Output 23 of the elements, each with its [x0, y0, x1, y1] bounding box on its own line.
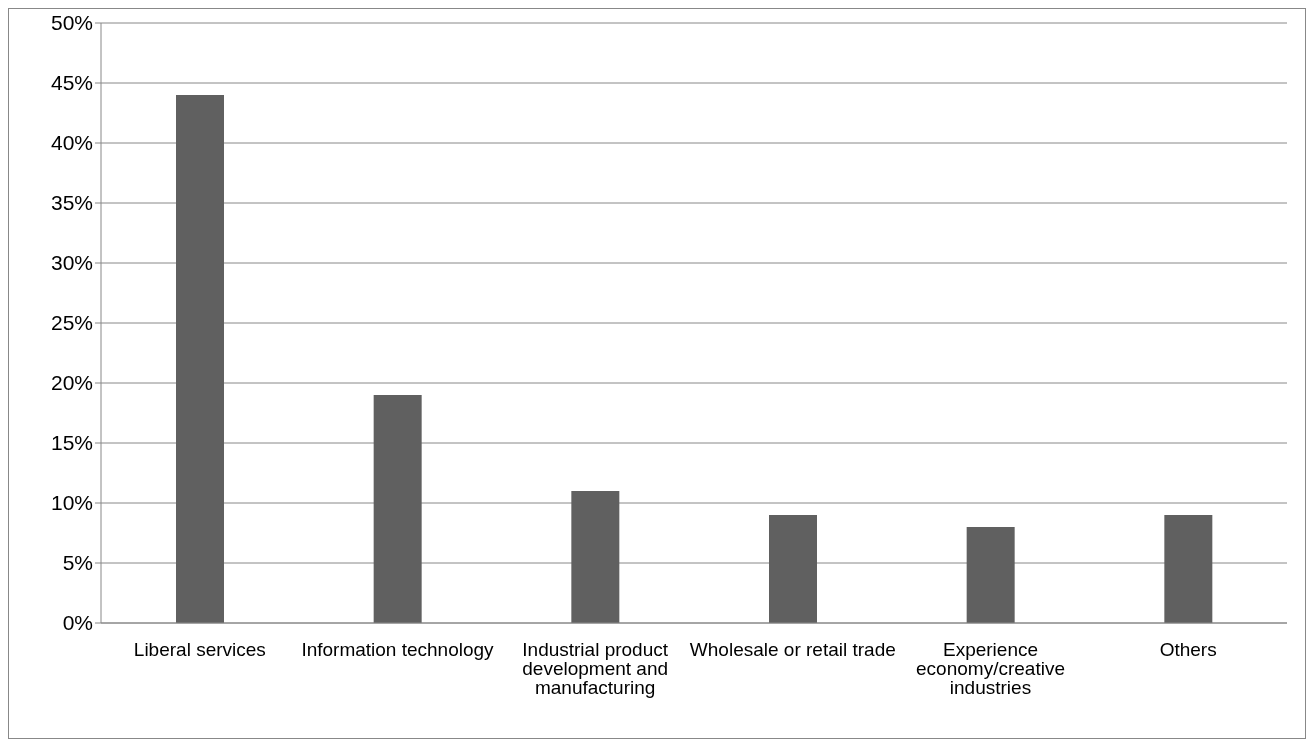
x-tick-label: Information technology	[301, 639, 495, 661]
y-tick-label: 10%	[50, 491, 93, 515]
y-tick-label: 5%	[62, 551, 93, 575]
y-tick-label: 15%	[50, 431, 93, 455]
bar	[966, 527, 1015, 623]
y-tick-label: 25%	[50, 311, 93, 335]
bar	[1164, 515, 1213, 623]
y-tick-label: 50%	[50, 11, 93, 35]
bar	[373, 395, 422, 623]
x-tick-label: Others	[1159, 639, 1217, 661]
y-tick-label: 40%	[50, 131, 93, 155]
y-tick-label: 0%	[62, 611, 93, 635]
x-tick-label: Liberal services	[133, 639, 266, 661]
y-tick-label: 35%	[50, 191, 93, 215]
bar	[176, 95, 224, 623]
x-tick-label: Industrial product development and manufacturing	[522, 639, 669, 699]
y-tick-label: 30%	[50, 251, 93, 275]
bar	[769, 515, 817, 623]
x-tick-label: Wholesale or retail trade	[689, 639, 896, 661]
bar	[571, 491, 620, 623]
y-tick-label: 20%	[50, 371, 93, 395]
y-tick-label: 45%	[50, 71, 93, 95]
x-tick-label: Experience economy/creative industries	[916, 639, 1065, 699]
